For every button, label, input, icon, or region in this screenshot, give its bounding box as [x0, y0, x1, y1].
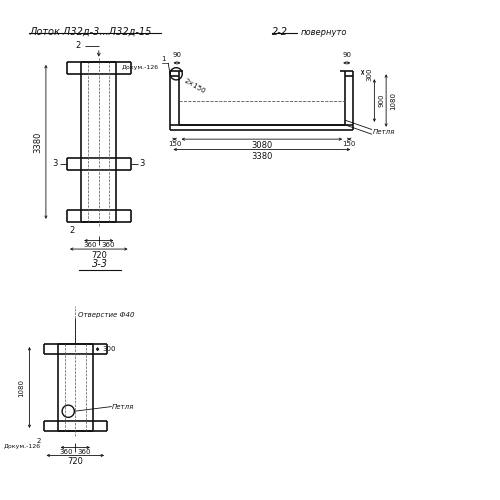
- Text: Отверстие Ф40: Отверстие Ф40: [78, 312, 134, 318]
- Text: 150: 150: [342, 142, 356, 148]
- Text: 2: 2: [75, 41, 80, 50]
- Text: 1080: 1080: [390, 92, 396, 110]
- Text: Докум.-126: Докум.-126: [4, 444, 41, 449]
- Text: повернуто: повернуто: [300, 28, 347, 37]
- Text: 3: 3: [140, 159, 145, 168]
- Text: 360: 360: [78, 449, 91, 455]
- Text: 3380: 3380: [251, 152, 272, 161]
- Text: 360: 360: [101, 242, 114, 248]
- Text: 2-2: 2-2: [272, 26, 287, 36]
- Text: 3080: 3080: [251, 142, 272, 150]
- Text: 300: 300: [102, 346, 116, 352]
- Text: 360: 360: [60, 449, 73, 455]
- Text: 2×150: 2×150: [184, 78, 207, 94]
- Text: Лоток Л32д-3...Л32д-15: Лоток Л32д-3...Л32д-15: [30, 26, 152, 36]
- Text: 150: 150: [168, 142, 181, 148]
- Text: 900: 900: [378, 94, 384, 108]
- Text: 90: 90: [172, 52, 182, 58]
- Text: 2: 2: [70, 226, 75, 235]
- Text: 2: 2: [37, 438, 41, 444]
- Text: 3: 3: [52, 159, 58, 168]
- Text: 300: 300: [366, 67, 372, 80]
- Text: 360: 360: [83, 242, 96, 248]
- Text: 3-3: 3-3: [92, 259, 108, 269]
- Text: 3380: 3380: [33, 131, 42, 152]
- Text: 90: 90: [342, 52, 351, 58]
- Text: Петля: Петля: [373, 129, 396, 135]
- Text: 720: 720: [68, 458, 83, 466]
- Text: 720: 720: [91, 251, 106, 260]
- Text: 1080: 1080: [18, 378, 24, 396]
- Text: 1: 1: [162, 56, 166, 62]
- Text: Петля: Петля: [112, 404, 134, 409]
- Text: Докум.-126: Докум.-126: [122, 65, 158, 70]
